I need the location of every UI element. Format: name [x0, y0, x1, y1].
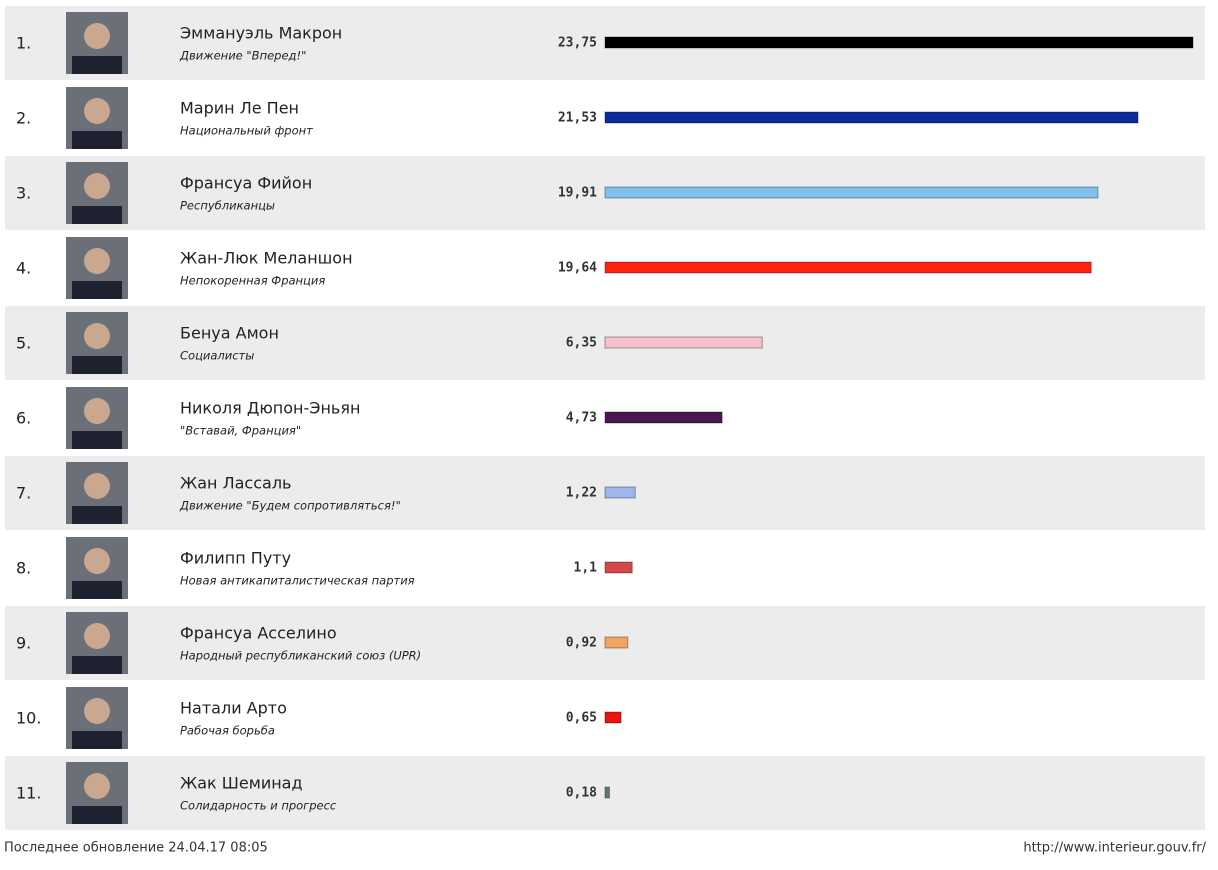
- value-label: 1,1: [574, 561, 598, 576]
- value-label: 0,65: [566, 711, 597, 726]
- party-name: Новая антикапиталистическая партия: [180, 574, 415, 588]
- candidate-name: Франсуа Фийон: [180, 174, 312, 193]
- photo-suit: [72, 506, 122, 524]
- value-label: 19,64: [558, 261, 597, 276]
- photo-suit: [72, 356, 122, 374]
- party-name: Непокоренная Франция: [180, 274, 325, 288]
- bar: [604, 111, 1139, 124]
- bar: [604, 36, 1194, 49]
- bar: [604, 411, 723, 424]
- update-note: Последнее обновление 24.04.17 08:05: [4, 841, 268, 856]
- party-name: Солидарность и прогресс: [180, 799, 337, 813]
- value-label: 23,75: [558, 36, 597, 51]
- photo-suit: [72, 731, 122, 749]
- candidate-name: Николя Дюпон-Эньян: [180, 399, 360, 418]
- party-name: "Вставай, Франция": [180, 424, 301, 438]
- value-label: 21,53: [558, 111, 597, 126]
- photo-face: [84, 623, 110, 649]
- photo-face: [84, 173, 110, 199]
- rank: 4.: [16, 259, 31, 278]
- source-link: http://www.interieur.gouv.fr/: [1023, 841, 1206, 856]
- party-name: Движение "Вперед!": [179, 49, 306, 63]
- photo-face: [84, 98, 110, 124]
- candidate-name: Жан Лассаль: [180, 474, 291, 493]
- candidate-name: Бенуа Амон: [180, 324, 279, 343]
- photo-suit: [72, 281, 122, 299]
- candidate-name: Франсуа Асселино: [180, 624, 337, 643]
- photo-face: [84, 698, 110, 724]
- value-label: 19,91: [558, 186, 597, 201]
- rank: 10.: [16, 709, 41, 728]
- bar: [604, 561, 633, 574]
- photo-suit: [72, 806, 122, 824]
- rank: 3.: [16, 184, 31, 203]
- candidate-name: Жан-Люк Меланшон: [180, 249, 353, 268]
- candidate-name: Эммануэль Макрон: [180, 24, 342, 43]
- party-name: Национальный фронт: [180, 124, 313, 138]
- rank: 11.: [16, 784, 41, 803]
- party-name: Народный республиканский союз (UPR): [180, 649, 421, 663]
- photo-face: [84, 23, 110, 49]
- value-label: 4,73: [566, 411, 597, 426]
- photo-face: [84, 548, 110, 574]
- bar: [604, 636, 629, 649]
- bar: [604, 261, 1092, 274]
- bar: [604, 486, 636, 499]
- bar: [604, 186, 1099, 199]
- photo-suit: [72, 431, 122, 449]
- value-label: 0,18: [566, 786, 597, 801]
- candidate-name: Марин Ле Пен: [180, 99, 299, 118]
- party-name: Рабочая борьба: [180, 724, 275, 738]
- rank: 8.: [16, 559, 31, 578]
- candidate-name: Жак Шеминад: [180, 774, 303, 793]
- photo-suit: [72, 206, 122, 224]
- photo-suit: [72, 131, 122, 149]
- candidate-name: Натали Арто: [180, 699, 287, 718]
- photo-face: [84, 398, 110, 424]
- party-name: Движение "Будем сопротивляться!": [179, 499, 401, 513]
- value-label: 0,92: [566, 636, 597, 651]
- bar: [604, 711, 622, 724]
- rank: 5.: [16, 334, 31, 353]
- candidate-name: Филипп Путу: [180, 549, 291, 568]
- value-label: 1,22: [566, 486, 597, 501]
- rank: 2.: [16, 109, 31, 128]
- photo-face: [84, 773, 110, 799]
- rank: 6.: [16, 409, 31, 428]
- bar: [604, 336, 763, 349]
- rank: 1.: [16, 34, 31, 53]
- value-label: 6,35: [566, 336, 597, 351]
- rank: 7.: [16, 484, 31, 503]
- photo-face: [84, 323, 110, 349]
- party-name: Республиканцы: [180, 199, 275, 213]
- photo-suit: [72, 56, 122, 74]
- photo-suit: [72, 581, 122, 599]
- bar: [604, 786, 610, 799]
- photo-suit: [72, 656, 122, 674]
- photo-face: [84, 473, 110, 499]
- photo-face: [84, 248, 110, 274]
- rank: 9.: [16, 634, 31, 653]
- party-name: Социалисты: [180, 349, 254, 363]
